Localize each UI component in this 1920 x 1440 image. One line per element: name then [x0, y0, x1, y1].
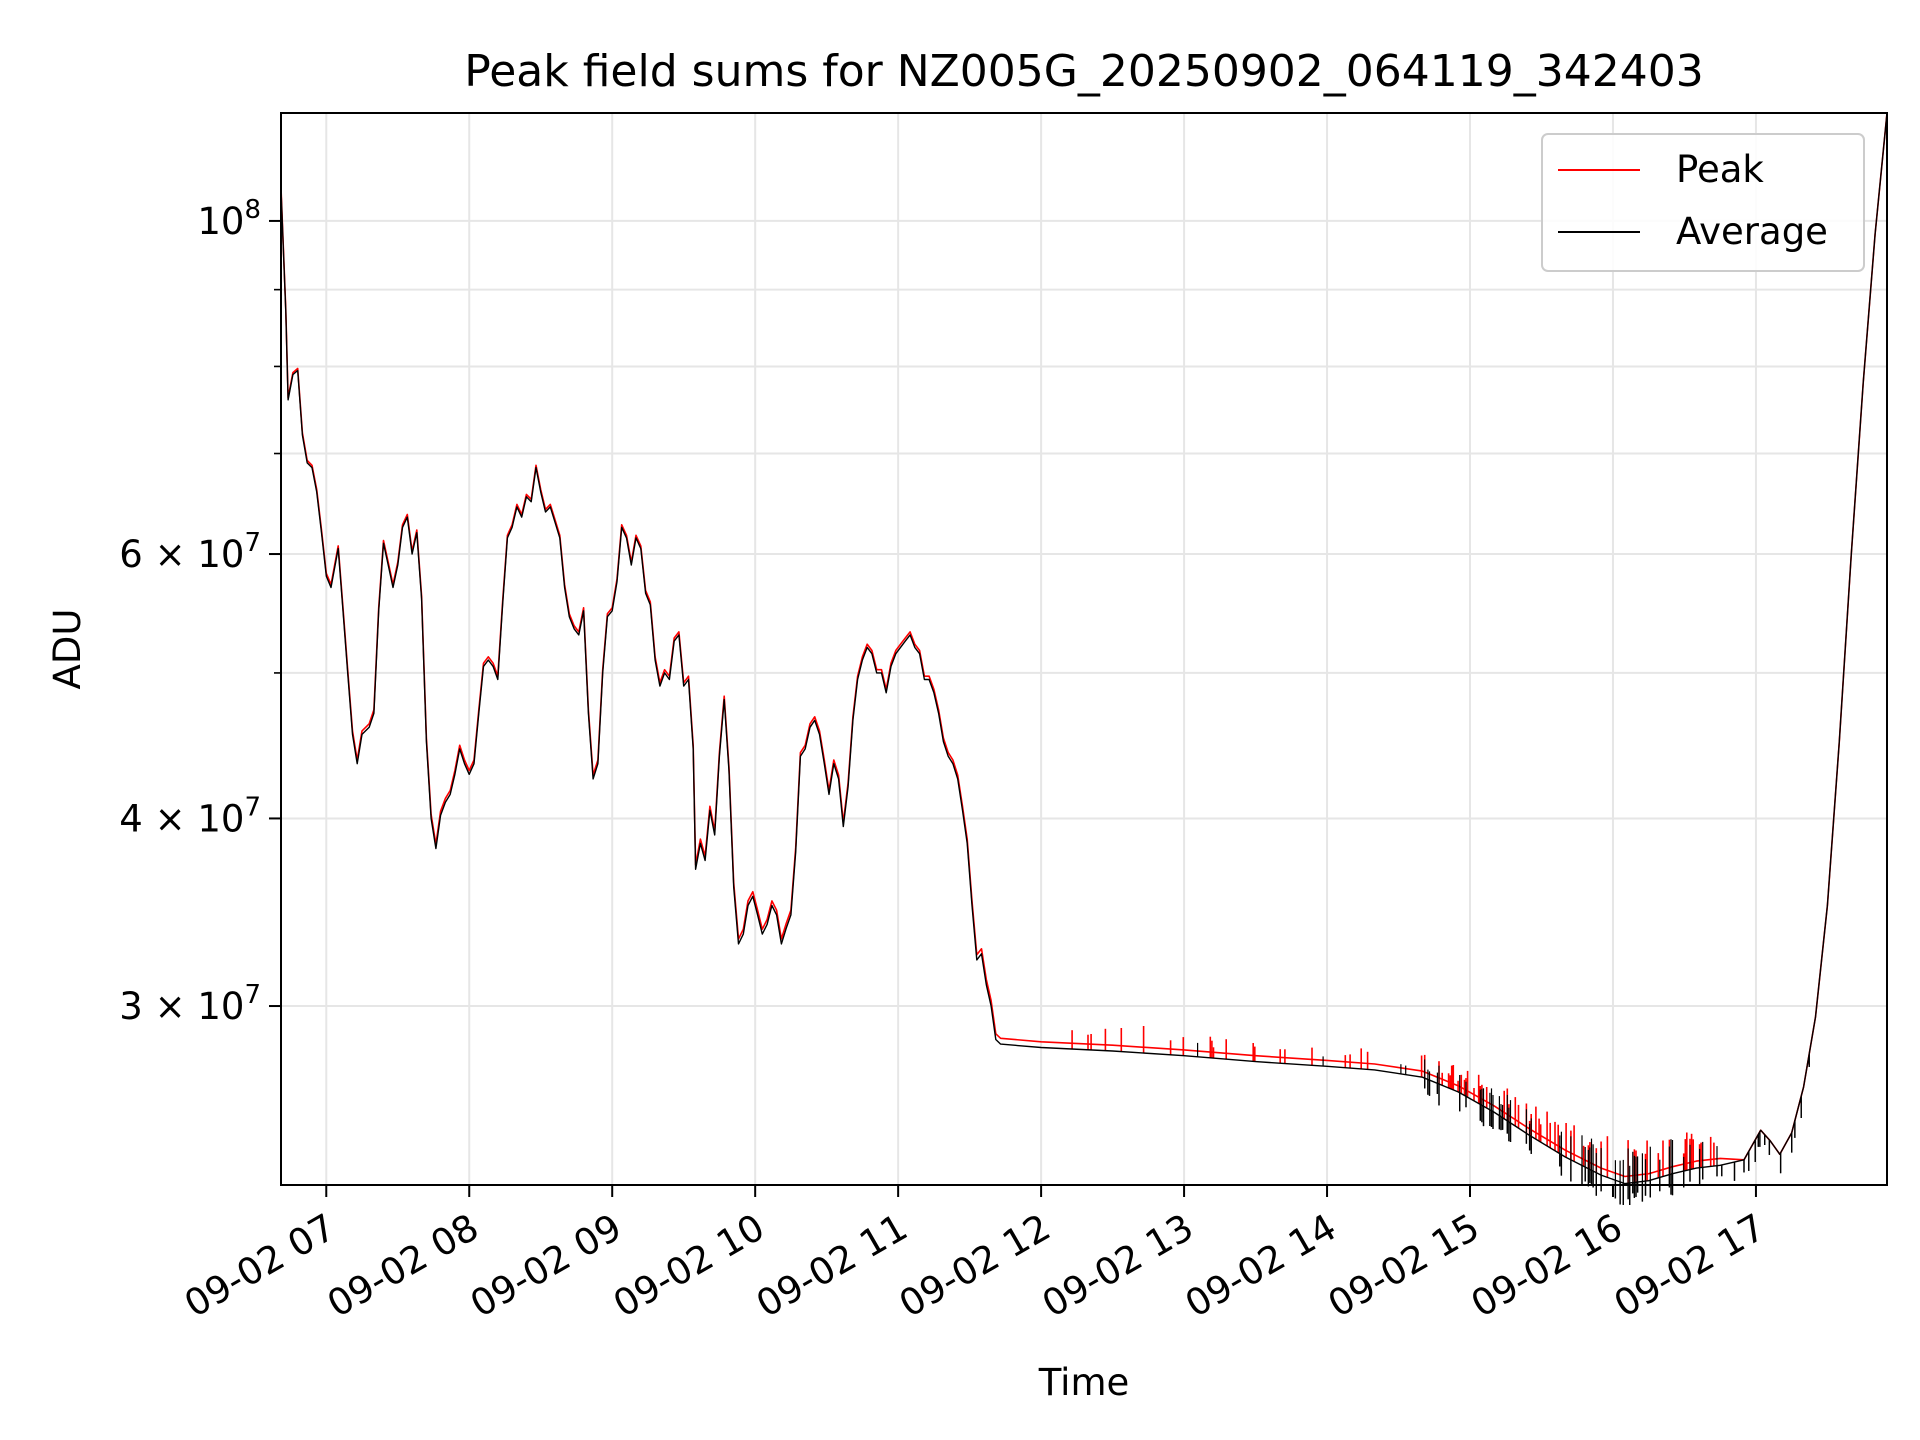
legend: Peak Average [1541, 133, 1865, 272]
grid [281, 113, 1887, 1185]
y-tick-label: 108 [197, 195, 261, 243]
y-tick-label: 6 × 107 [119, 528, 261, 576]
legend-box [1541, 133, 1865, 272]
average-series-spikes [1196, 1042, 1810, 1205]
x-axis-label: Time [1038, 1361, 1130, 1404]
chart-title: Peak field sums for NZ005G_20250902_0641… [464, 46, 1703, 97]
y-tick-label: 4 × 107 [119, 792, 261, 840]
y-tick-label: 3 × 107 [119, 980, 261, 1028]
y-axis-ticks: 108 6 × 107 4 × 107 3 × 107 [119, 195, 281, 1028]
plot-frame [280, 112, 1888, 1186]
average-series-line [280, 112, 1888, 1185]
legend-average-label: Average [1676, 210, 1828, 253]
y-axis-label: ADU [46, 609, 89, 690]
series-lines [280, 112, 1888, 1205]
legend-peak-label: Peak [1676, 148, 1764, 191]
